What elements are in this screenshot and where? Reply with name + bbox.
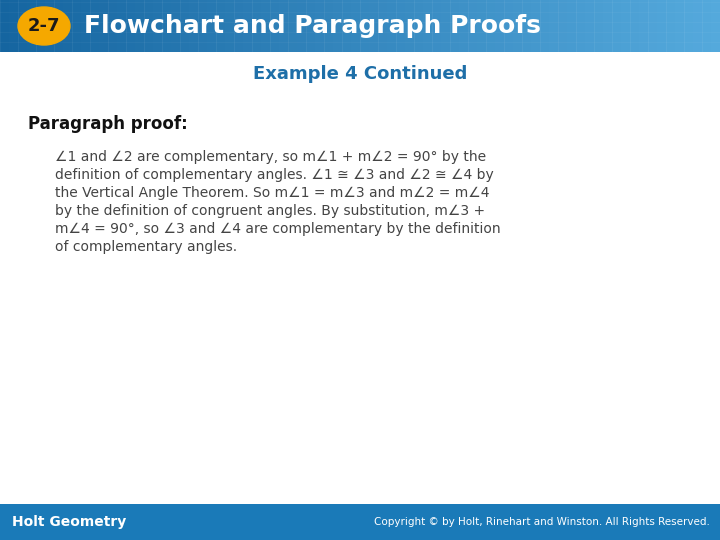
Text: definition of complementary angles. ∠1 ≅ ∠3 and ∠2 ≅ ∠4 by: definition of complementary angles. ∠1 ≅…: [55, 168, 494, 182]
Text: ∠1 and ∠2 are complementary, so m∠1 + m∠2 = 90° by the: ∠1 and ∠2 are complementary, so m∠1 + m∠…: [55, 150, 486, 164]
Text: Paragraph proof:: Paragraph proof:: [28, 115, 188, 133]
Text: Flowchart and Paragraph Proofs: Flowchart and Paragraph Proofs: [84, 14, 541, 38]
Text: Copyright © by Holt, Rinehart and Winston. All Rights Reserved.: Copyright © by Holt, Rinehart and Winsto…: [374, 517, 710, 527]
Text: the Vertical Angle Theorem. So m∠1 = m∠3 and m∠2 = m∠4: the Vertical Angle Theorem. So m∠1 = m∠3…: [55, 186, 490, 200]
Text: m∠4 = 90°, so ∠3 and ∠4 are complementary by the definition: m∠4 = 90°, so ∠3 and ∠4 are complementar…: [55, 222, 500, 236]
Ellipse shape: [18, 7, 70, 45]
Text: Holt Geometry: Holt Geometry: [12, 515, 126, 529]
Text: by the definition of congruent angles. By substitution, m∠3 +: by the definition of congruent angles. B…: [55, 204, 485, 218]
Text: 2-7: 2-7: [28, 17, 60, 35]
Text: of complementary angles.: of complementary angles.: [55, 240, 237, 254]
Text: Example 4 Continued: Example 4 Continued: [253, 65, 467, 83]
